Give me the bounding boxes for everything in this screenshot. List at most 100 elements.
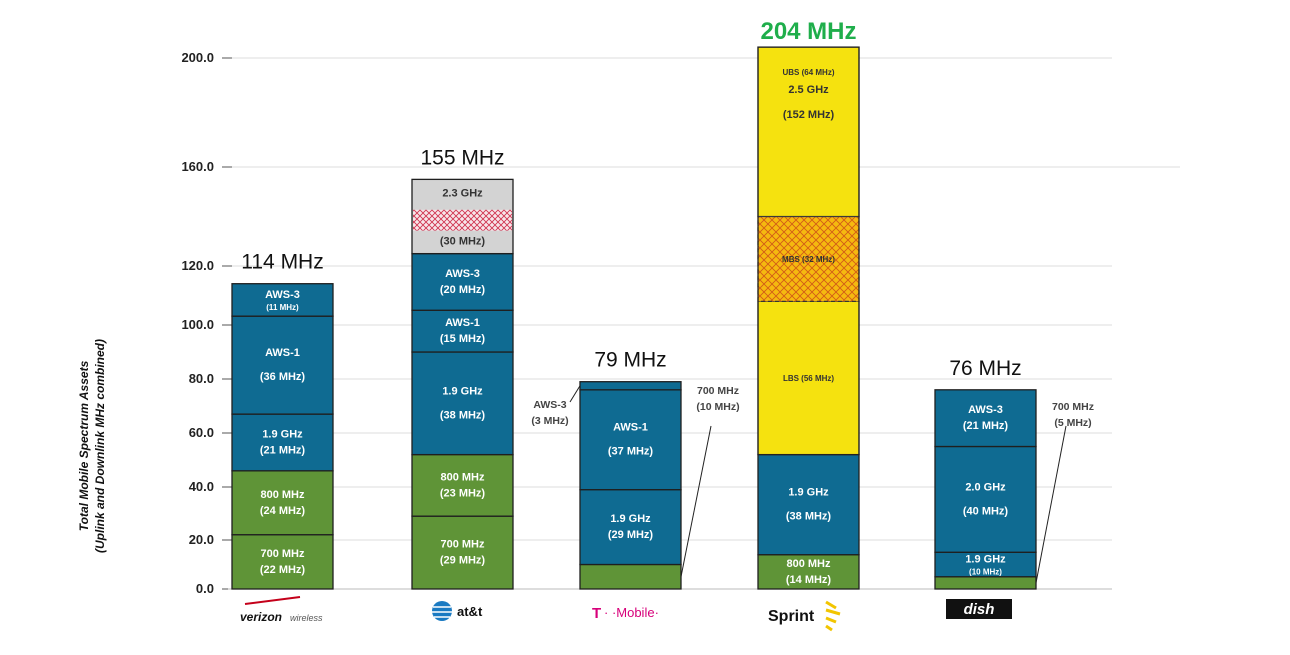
bar-segment bbox=[934, 576, 1037, 590]
y-tick-label: 120.0 bbox=[181, 258, 214, 273]
verizon-logo-suffix: wireless bbox=[290, 613, 323, 623]
segment-label: 1.9 GHz bbox=[442, 385, 483, 397]
bar-segment bbox=[411, 351, 514, 456]
att-globe-icon bbox=[432, 601, 452, 621]
callout-sublabel: (10 MHz) bbox=[696, 401, 739, 413]
segment-label: 1.9 GHz bbox=[788, 487, 829, 499]
y-tick-label: 80.0 bbox=[189, 371, 214, 386]
segment-label: AWS-1 bbox=[613, 422, 648, 434]
verizon-logo-text: verizon bbox=[240, 610, 282, 624]
y-axis-ticks: 0.0 20.0 40.0 60.0 80.0 100.0 120.0 160.0 200.0 bbox=[181, 50, 214, 596]
segment-sublabel: (11 MHz) bbox=[266, 303, 299, 312]
bar-segment bbox=[231, 315, 334, 415]
callout-leader bbox=[569, 385, 581, 403]
subband-label: MBS (32 MHz) bbox=[782, 255, 835, 264]
bar-segment bbox=[757, 453, 860, 556]
callout-label: 700 MHz bbox=[1052, 401, 1094, 413]
bar-segment bbox=[231, 470, 334, 536]
y-tick-label: 200.0 bbox=[181, 50, 214, 65]
att-logo-text: at&t bbox=[457, 604, 483, 619]
segment-sublabel: (20 MHz) bbox=[440, 284, 486, 296]
att-globe-stripes-icon bbox=[432, 606, 452, 618]
segment-sublabel: (37 MHz) bbox=[608, 446, 654, 458]
y-tick-label: 0.0 bbox=[196, 581, 214, 596]
y-tick-label: 160.0 bbox=[181, 159, 214, 174]
y-tick-label: 20.0 bbox=[189, 532, 214, 547]
carrier-logos: verizon wireless at&t T · ·Mobile· Sprint dish bbox=[240, 596, 1012, 632]
bar-segment bbox=[411, 515, 514, 590]
segment-sublabel: (40 MHz) bbox=[963, 505, 1009, 517]
bar-total-label: 79 MHz bbox=[594, 349, 666, 372]
y-tick-label: 60.0 bbox=[189, 425, 214, 440]
hatched-band bbox=[413, 209, 512, 231]
segment-label: AWS-3 bbox=[445, 268, 480, 280]
segment-label: 700 MHz bbox=[260, 548, 305, 560]
segment-label: AWS-1 bbox=[445, 317, 480, 329]
bar-total-label: 155 MHz bbox=[420, 146, 504, 169]
callout-sublabel: (5 MHz) bbox=[1054, 417, 1091, 429]
sprint-logo-text: Sprint bbox=[768, 608, 815, 625]
segment-sublabel: (22 MHz) bbox=[260, 564, 306, 576]
bars: 700 MHz (22 MHz) 800 MHz (24 MHz) 1.9 GHz (21… bbox=[231, 46, 1037, 590]
segment-label: AWS-3 bbox=[265, 289, 300, 301]
bar-total-label: 114 MHz bbox=[241, 251, 323, 274]
bar-subband bbox=[757, 300, 860, 456]
segment-sublabel: (29 MHz) bbox=[608, 529, 654, 541]
segment-sublabel: (21 MHz) bbox=[963, 420, 1009, 432]
segment-label: 800 MHz bbox=[260, 489, 305, 501]
dish-logo-box bbox=[946, 599, 1012, 619]
bar-segment bbox=[757, 554, 860, 590]
sprint-pin-icon bbox=[825, 600, 841, 632]
bar-totals: 114 MHz 155 MHz 79 MHz 204 MHz 76 MHz bbox=[241, 18, 1021, 380]
subband-label: UBS (64 MHz) bbox=[782, 68, 834, 77]
segment-sublabel: (23 MHz) bbox=[440, 487, 486, 499]
bar-segment bbox=[579, 381, 682, 391]
callout-label: AWS-3 bbox=[533, 399, 566, 411]
callouts: 700 MHz (10 MHz) AWS-3 (3 MHz) 700 MHz (5 MHz… bbox=[531, 385, 1094, 583]
bar-total-label: 76 MHz bbox=[949, 357, 1021, 380]
segment-label: 700 MHz bbox=[440, 539, 485, 551]
bar-segment bbox=[411, 309, 514, 353]
segment-label: 1.9 GHz bbox=[262, 428, 303, 440]
segment-label: 2.3 GHz bbox=[442, 187, 483, 199]
segment-sublabel: (38 MHz) bbox=[440, 409, 486, 421]
verizon-check-icon bbox=[244, 596, 301, 605]
callout-leader bbox=[680, 425, 712, 577]
tmobile-logo-t: T bbox=[592, 605, 601, 622]
segment-sublabel: (152 MHz) bbox=[783, 109, 835, 121]
callout-leader bbox=[1035, 425, 1067, 583]
y-tick-label: 40.0 bbox=[189, 479, 214, 494]
bar-segment bbox=[934, 445, 1037, 553]
bar-subband bbox=[757, 46, 860, 218]
segment-label: 800 MHz bbox=[786, 558, 831, 570]
bar-segment bbox=[231, 413, 334, 472]
y-axis-label-line2: (Uplink and Downlink MHz combined) bbox=[93, 339, 107, 553]
bar-segment bbox=[579, 389, 682, 491]
segment-sublabel: (14 MHz) bbox=[786, 574, 832, 586]
callout-sublabel: (3 MHz) bbox=[531, 415, 568, 427]
segment-label: 2.5 GHz bbox=[788, 84, 829, 96]
bar-segment bbox=[579, 563, 682, 590]
segment-label: 2.0 GHz bbox=[965, 481, 1006, 493]
bar-segment bbox=[231, 534, 334, 590]
y-tick-label: 100.0 bbox=[181, 317, 214, 332]
dish-logo-text: dish bbox=[964, 601, 995, 618]
segment-label: AWS-3 bbox=[968, 404, 1003, 416]
segment-sublabel: (30 MHz) bbox=[440, 236, 486, 248]
segment-sublabel: (29 MHz) bbox=[440, 555, 486, 567]
bar-segment bbox=[231, 283, 334, 317]
segment-label: AWS-1 bbox=[265, 347, 300, 359]
segment-sublabel: (15 MHz) bbox=[440, 333, 486, 345]
y-axis-label-line1: Total Mobile Spectrum Assets bbox=[77, 360, 91, 531]
bar-segment bbox=[934, 389, 1037, 448]
segment-sublabel: (38 MHz) bbox=[786, 511, 832, 523]
segment-label: 800 MHz bbox=[440, 471, 485, 483]
segment-sublabel: (36 MHz) bbox=[260, 371, 306, 383]
bar-segment-outline bbox=[757, 46, 860, 456]
segment-sublabel: (10 MHz) bbox=[969, 568, 1002, 577]
callout-label: 700 MHz bbox=[697, 385, 739, 397]
bar-segment bbox=[411, 453, 514, 517]
segment-label: 1.9 GHz bbox=[965, 554, 1006, 566]
subband-label: LBS (56 MHz) bbox=[783, 374, 834, 383]
